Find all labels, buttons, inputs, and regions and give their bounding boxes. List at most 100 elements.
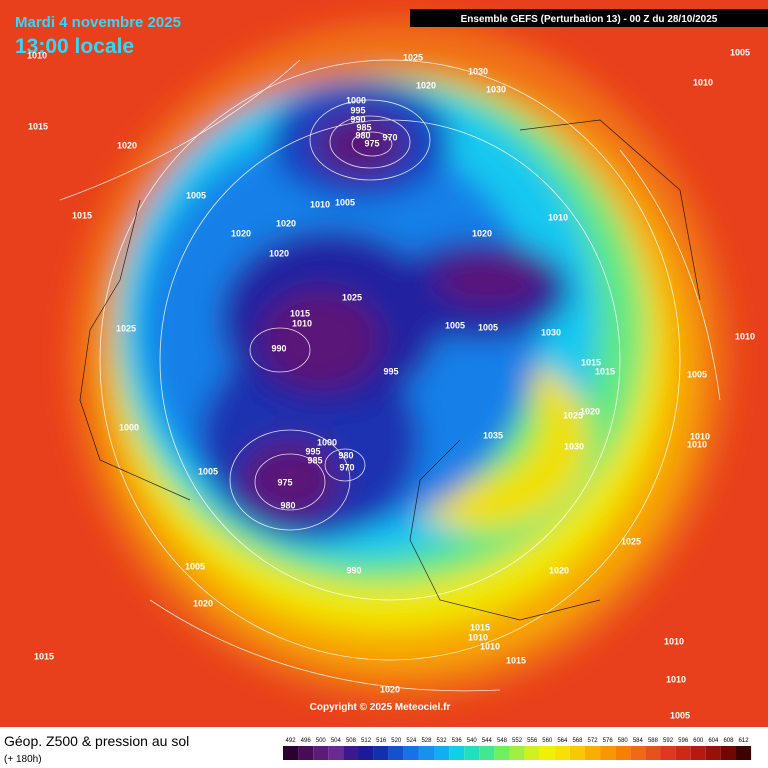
pressure-label: 1010 [310, 199, 330, 209]
colorbar-label: 560 [542, 738, 553, 744]
colorbar-swatch [358, 746, 374, 760]
colorbar-swatch [660, 746, 676, 760]
colorbar-swatch [373, 746, 389, 760]
colorbar-label: 612 [739, 738, 750, 744]
pressure-label: 1030 [541, 327, 561, 337]
pressure-label: 1020 [117, 140, 137, 150]
colorbar-swatch [615, 746, 631, 760]
footer-title: Géop. Z500 & pression au sol [4, 733, 189, 749]
colorbar-swatch [539, 746, 555, 760]
colorbar-label: 524 [406, 738, 417, 744]
colorbar-swatch [403, 746, 419, 760]
pressure-label: 995 [305, 446, 320, 456]
pressure-label: 1020 [580, 406, 600, 416]
pressure-label: 970 [339, 462, 354, 472]
pressure-label: 1015 [470, 622, 490, 632]
colorbar-label: 504 [331, 738, 342, 744]
colorbar-swatch [418, 746, 434, 760]
colorbar-swatch [388, 746, 404, 760]
pressure-label: 1010 [693, 77, 713, 87]
copyright: Copyright © 2025 Meteociel.fr [310, 702, 451, 713]
colorbar-swatch [313, 746, 329, 760]
pressure-label: 1015 [290, 308, 310, 318]
colorbar-label: 548 [497, 738, 508, 744]
pressure-label: 1020 [231, 228, 251, 238]
colorbar-label: 588 [648, 738, 659, 744]
colorbar-swatch [630, 746, 646, 760]
colorbar-swatch [554, 746, 570, 760]
pressure-label: 1000 [346, 95, 366, 105]
pressure-label: 1035 [483, 430, 503, 440]
pressure-label: 1005 [670, 710, 690, 720]
colorbar-label: 568 [572, 738, 583, 744]
colorbar-swatch [720, 746, 736, 760]
pressure-label: 1010 [480, 641, 500, 651]
colorbar-swatch [509, 746, 525, 760]
colorbar-label: 540 [467, 738, 478, 744]
pressure-label: 985 [307, 455, 322, 465]
pressure-label: 1010 [292, 318, 312, 328]
colorbar-label: 508 [346, 738, 357, 744]
colorbar-label: 584 [633, 738, 644, 744]
colorbar-swatch [479, 746, 495, 760]
pressure-label: 990 [346, 565, 361, 575]
colorbar-swatch [705, 746, 721, 760]
pressure-label: 1020 [269, 248, 289, 258]
pressure-label: 1015 [581, 357, 601, 367]
colorbar-swatch [283, 746, 299, 760]
colorbar-swatch [434, 746, 450, 760]
colorbar-swatch [600, 746, 616, 760]
colorbar-swatch [524, 746, 540, 760]
pressure-label: 985 [356, 122, 371, 132]
colorbar-label: 600 [693, 738, 704, 744]
colorbar-label: 592 [663, 738, 674, 744]
pressure-label: 990 [350, 114, 365, 124]
colorbar-swatch [675, 746, 691, 760]
pressure-label: 1020 [193, 598, 213, 608]
pressure-label: 1015 [28, 121, 48, 131]
footer-lead: (+ 180h) [4, 754, 42, 765]
colorbar-swatch [449, 746, 465, 760]
pressure-label: 1020 [549, 565, 569, 575]
pressure-label: 1005 [730, 47, 750, 57]
pressure-label: 1030 [468, 66, 488, 76]
colorbar-swatch [494, 746, 510, 760]
colorbar-label: 496 [301, 738, 312, 744]
pressure-label: 1025 [403, 52, 423, 62]
pressure-label: 975 [277, 477, 292, 487]
pressure-label: 1005 [198, 466, 218, 476]
pressure-label: 1010 [548, 212, 568, 222]
pressure-label: 1025 [621, 536, 641, 546]
pressure-label: 970 [382, 132, 397, 142]
colorbar-label: 528 [421, 738, 432, 744]
colorbar-label: 564 [557, 738, 568, 744]
model-info: Ensemble GEFS (Perturbation 13) - 00 Z d… [461, 14, 718, 25]
colorbar-label: 576 [603, 738, 614, 744]
time: 13:00 locale [15, 35, 134, 58]
pressure-label: 995 [350, 105, 365, 115]
pressure-label: 1005 [186, 190, 206, 200]
date: Mardi 4 novembre 2025 [15, 14, 181, 31]
pressure-label: 1005 [335, 197, 355, 207]
colorbar-label: 536 [452, 738, 463, 744]
colorbar: 492 496 500 504 508 512 516 520 524 528 532 536 540 5… [283, 738, 752, 760]
pressure-label: 980 [338, 450, 353, 460]
colorbar-swatch [690, 746, 706, 760]
colorbar-swatch [464, 746, 480, 760]
pressure-label: 1010 [666, 674, 686, 684]
pressure-label: 1015 [506, 655, 526, 665]
pressure-label: 1020 [416, 80, 436, 90]
pressure-label: 1030 [486, 84, 506, 94]
colorbar-label: 580 [618, 738, 629, 744]
pressure-label: 1020 [276, 218, 296, 228]
colorbar-swatch [328, 746, 344, 760]
pressure-label: 1010 [735, 331, 755, 341]
pressure-label: 1020 [472, 228, 492, 238]
colorbar-swatch [569, 746, 585, 760]
colorbar-label: 516 [376, 738, 387, 744]
pressure-label: 1010 [27, 50, 47, 60]
colorbar-label: 572 [588, 738, 599, 744]
colorbar-label: 604 [708, 738, 719, 744]
colorbar-swatch [343, 746, 359, 760]
